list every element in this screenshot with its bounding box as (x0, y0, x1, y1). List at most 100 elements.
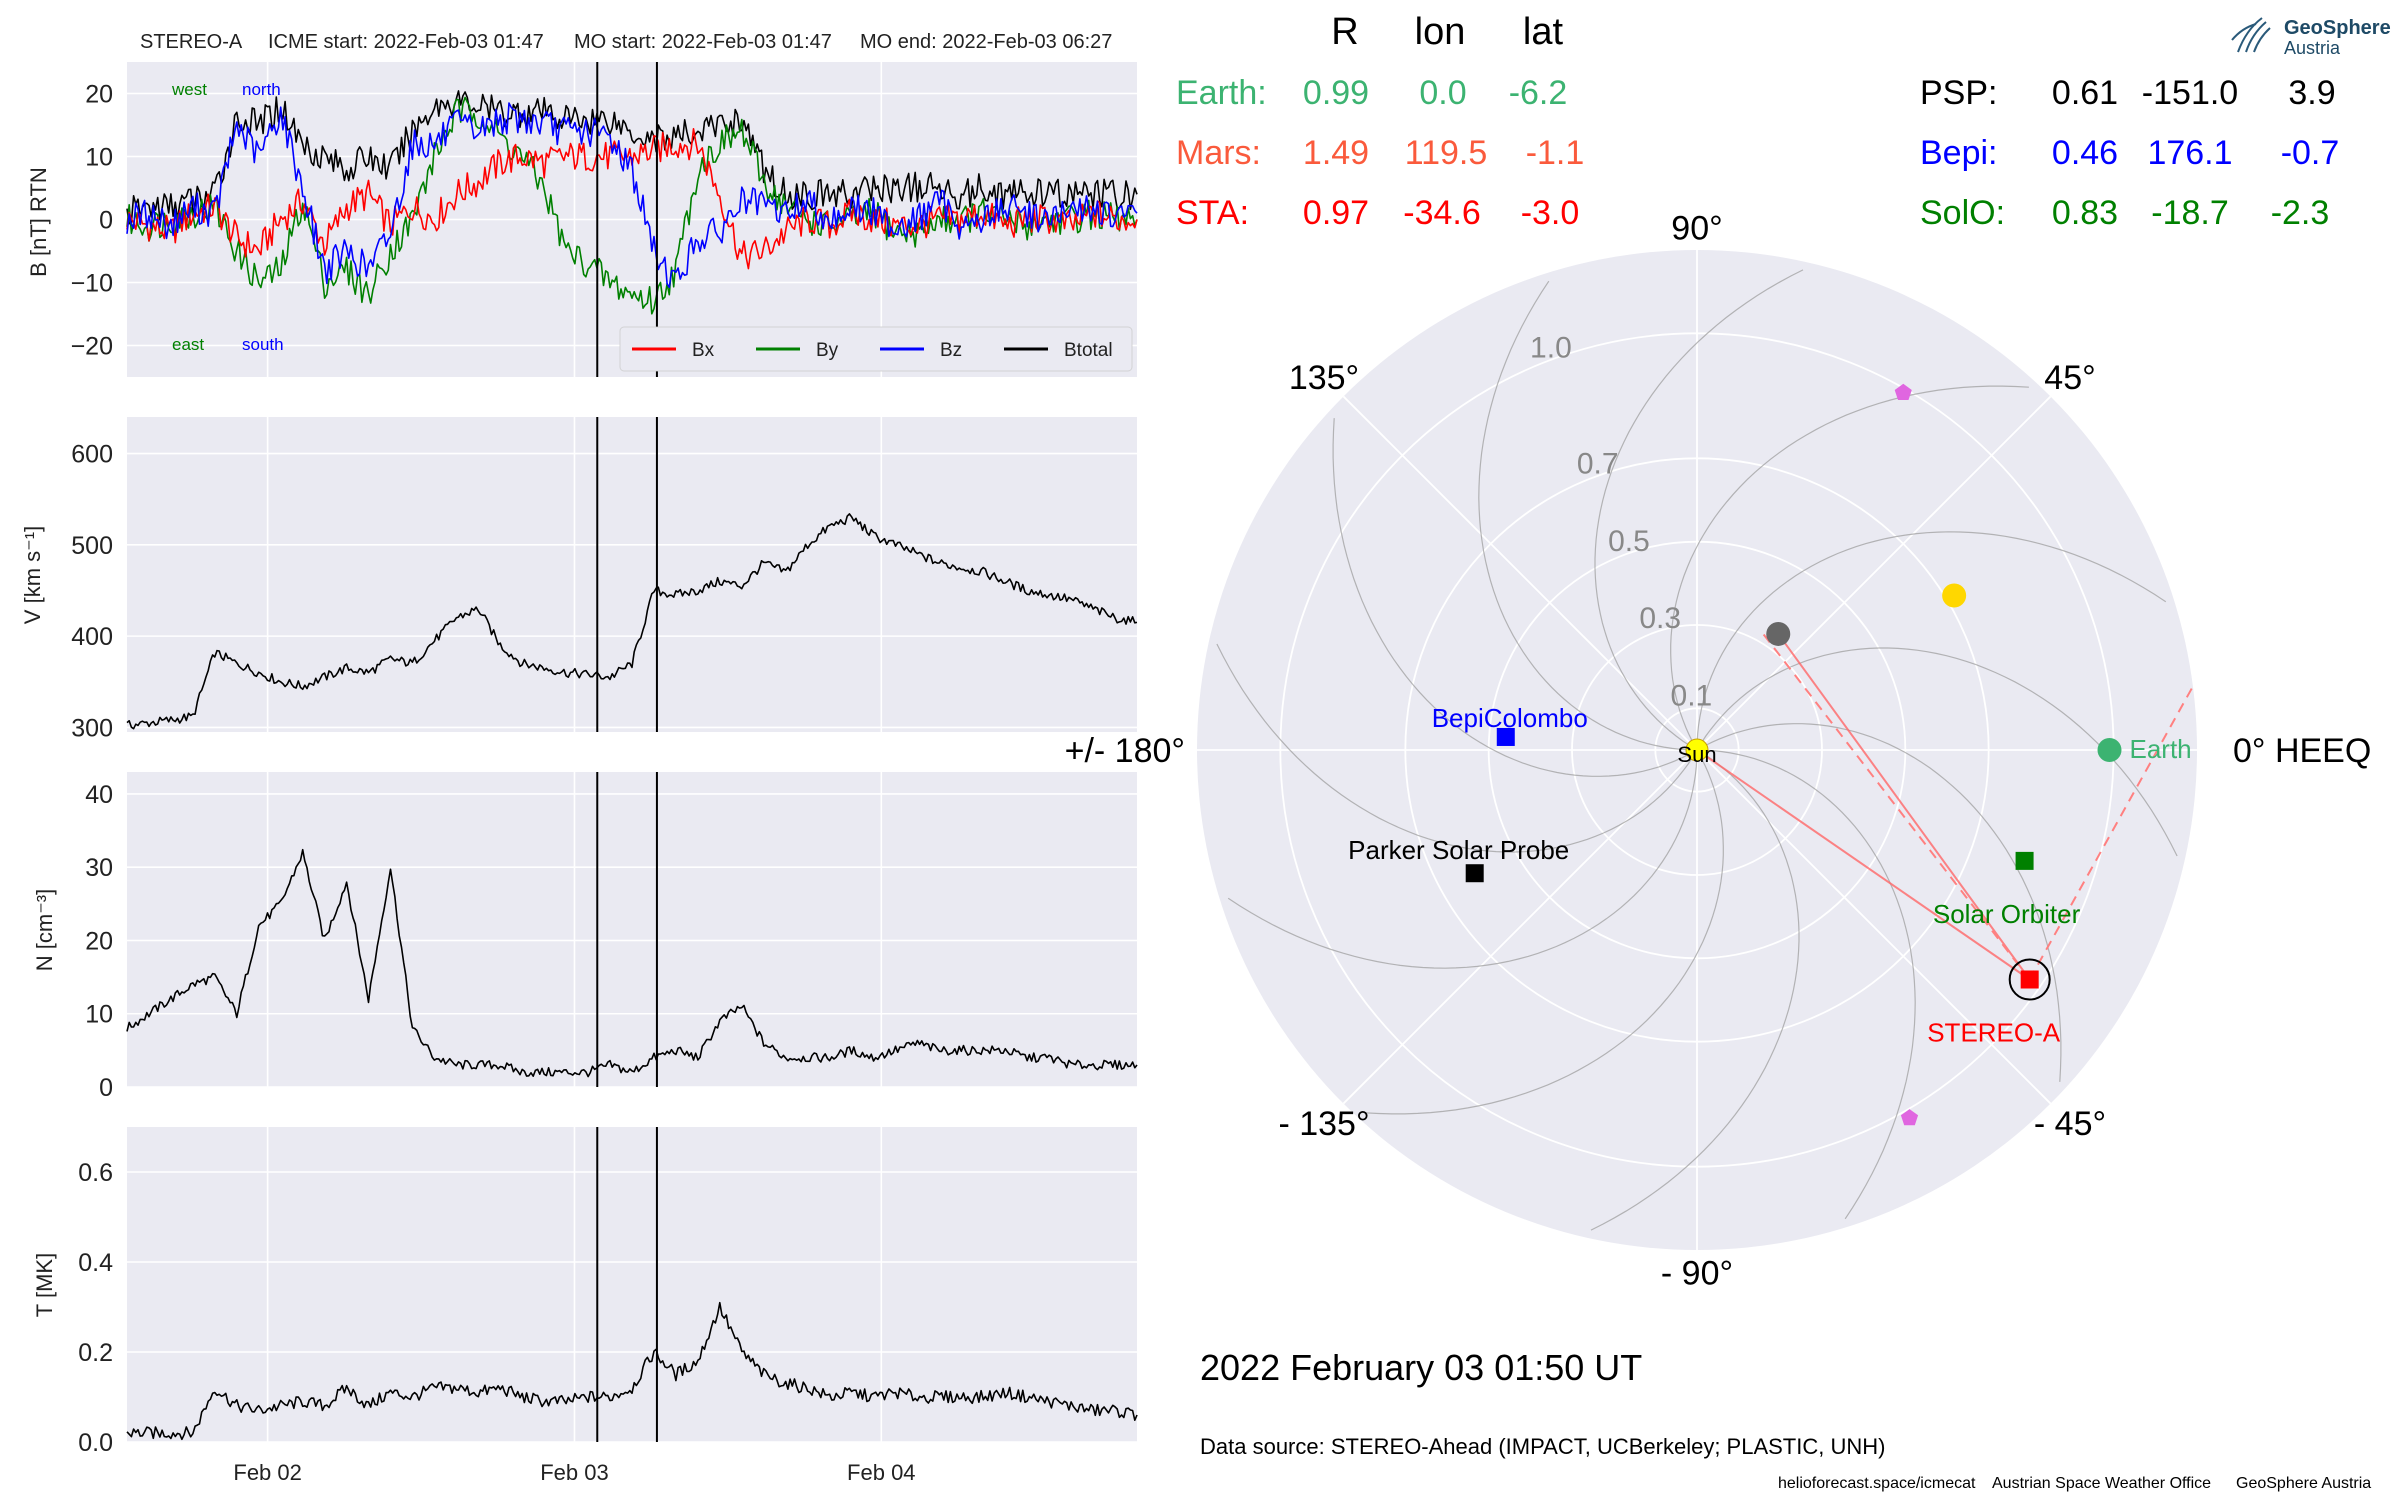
panel-density: 40 30 20 10 0 N [cm⁻³] (32, 772, 1138, 1102)
logo-mark-icon (2231, 17, 2271, 53)
body-label-sun: Sun (1677, 742, 1716, 767)
series-line-by (126, 96, 1138, 315)
body-marker-stereo-a (2020, 970, 2039, 989)
radial-tick-label: 0.7 (1577, 448, 1619, 481)
angle-label: 135° (1289, 359, 1359, 397)
parker-spiral-line (1594, 269, 1804, 751)
row-earth-r: 0.99 (1303, 74, 1369, 112)
y-tick-label: 20 (85, 81, 113, 109)
timestamp: 2022 February 03 01:50 UT (1200, 1347, 1642, 1388)
row-mars-lat: -1.1 (1526, 134, 1585, 172)
row-sta-lat: -3.0 (1521, 194, 1580, 232)
parker-spiral-line (1590, 749, 1800, 1231)
panel-temperature: 0.6 0.4 0.2 0.0 Feb 02 Feb 03 Feb 04 T [MK] (32, 1127, 1138, 1485)
angle-label: +/- 180° (1065, 732, 1185, 770)
parker-spiral-line (1696, 749, 1916, 1220)
polar-grid-spoke (1342, 749, 1698, 1105)
angle-label: 90° (1671, 210, 1722, 248)
row-solo-lon: -18.7 (2151, 194, 2229, 232)
header-spacecraft: STEREO-A (140, 31, 243, 53)
y-tick-label: 0.0 (78, 1429, 113, 1457)
angle-label: - 45° (2034, 1105, 2106, 1143)
legend-label-btotal: Btotal (1064, 340, 1113, 361)
column-header-r: R (1331, 11, 1358, 53)
body-label-stereo-a: STEREO-A (1927, 1018, 2061, 1048)
series-line-btotal (126, 90, 1138, 225)
legend-label-bz: Bz (940, 340, 962, 361)
radial-tick-label: 1.0 (1530, 332, 1572, 365)
y-axis-label: N [cm⁻³] (32, 889, 57, 972)
body-marker-solar-orbiter (2015, 851, 2034, 870)
body-marker-unlabeled (1942, 583, 1967, 608)
legend-label-bx: Bx (692, 340, 715, 361)
row-psp-r: 0.61 (2052, 74, 2118, 112)
y-tick-label: −20 (71, 333, 113, 361)
footer-office: Austrian Space Weather Office (1992, 1475, 2211, 1492)
radial-tick-label: 0.3 (1639, 602, 1681, 635)
y-axis-label: T [MK] (32, 1253, 57, 1317)
body-label-bepicolombo: BepiColombo (1432, 703, 1588, 733)
row-bepi-name: Bepi: (1920, 134, 1998, 172)
parker-spiral-line (1332, 418, 1698, 777)
panel-background (127, 417, 1137, 732)
body-label-parker-solar-probe: Parker Solar Probe (1348, 835, 1569, 865)
row-bepi-lon: 176.1 (2147, 134, 2232, 172)
body-marker-unlabeled (1766, 621, 1791, 646)
x-tick-label: Feb 02 (233, 1460, 302, 1485)
annotation-east: east (172, 335, 204, 354)
data-source: Data source: STEREO-Ahead (IMPACT, UCBer… (1200, 1434, 1885, 1459)
row-solo-r: 0.83 (2052, 194, 2118, 232)
sta-dashed-line (2028, 687, 2193, 980)
panel-speed: 600 500 400 300 V [km s⁻¹] (20, 417, 1138, 742)
header-mo-start: MO start: 2022-Feb-03 01:47 (574, 31, 832, 53)
sta-dashed-line (1762, 633, 2031, 981)
series-line-bz (126, 102, 1138, 289)
legend-box (619, 326, 1133, 372)
annotation-south: south (242, 335, 284, 354)
geosphere-logo: GeoSphere Austria (2231, 17, 2391, 58)
column-header-lat: lat (1523, 11, 1564, 53)
series-line-n (126, 848, 1138, 1078)
y-tick-label: 400 (71, 623, 113, 651)
stereo-a-highlight-ring (2008, 958, 2051, 1001)
footer-url: helioforecast.space/icmecat (1778, 1475, 1976, 1492)
parker-spiral-line (1696, 531, 2167, 751)
row-bepi-lat: -0.7 (2281, 134, 2340, 172)
polar-position-plot: 0.1 0.3 0.5 0.7 1.0 0° HEEQ 45° 90° 135° +/- 180°… (1065, 210, 2372, 1293)
body-marker-bepicolombo (1496, 727, 1515, 746)
annotation-west: west (171, 80, 207, 99)
row-earth-lon: 0.0 (1419, 74, 1466, 112)
row-psp-lat: 3.9 (2288, 74, 2335, 112)
row-solo-name: SolO: (1920, 194, 2005, 232)
y-tick-label: 0 (99, 207, 113, 235)
y-tick-label: 600 (71, 441, 113, 469)
panel-magnetic-field: 20 10 0 −10 −20 B [nT] RTN (26, 62, 1138, 377)
row-earth-lat: -6.2 (1509, 74, 1568, 112)
panel-plot-area: 600 500 400 300 (71, 417, 1138, 742)
angle-label: - 135° (1278, 1105, 1369, 1143)
row-mars-r: 1.49 (1303, 134, 1369, 172)
radial-tick-label: 0.1 (1671, 679, 1713, 712)
y-tick-label: 10 (85, 144, 113, 172)
y-axis-label: V [km s⁻¹] (20, 526, 45, 624)
body-marker-unlabeled (1900, 1109, 1919, 1126)
parker-spiral-line (1365, 749, 1724, 1115)
row-bepi-r: 0.46 (2052, 134, 2118, 172)
row-earth-name: Earth: (1176, 74, 1267, 112)
panel-plot-area: 0.6 0.4 0.2 0.0 Feb 02 Feb 03 Feb 04 (78, 1127, 1138, 1485)
body-marker-earth (2097, 738, 2122, 762)
body-marker-unlabeled (1894, 383, 1912, 400)
legend: Bx By Bz Btotal (619, 326, 1133, 372)
sta-connection-line (1777, 633, 2031, 981)
y-tick-label: 0.2 (78, 1339, 113, 1367)
polar-grid-spoke (1696, 749, 2052, 1105)
parker-spiral-line (1216, 643, 1698, 853)
column-header-lon: lon (1415, 11, 1466, 53)
y-tick-label: 300 (71, 714, 113, 742)
y-tick-label: 40 (85, 781, 113, 809)
angle-label: 45° (2044, 359, 2095, 397)
y-tick-label: 0.4 (78, 1249, 113, 1277)
body-label-solar-orbiter: Solar Orbiter (1933, 899, 2081, 929)
y-tick-label: 10 (85, 1001, 113, 1029)
logo-text-line2: Austria (2284, 38, 2341, 58)
